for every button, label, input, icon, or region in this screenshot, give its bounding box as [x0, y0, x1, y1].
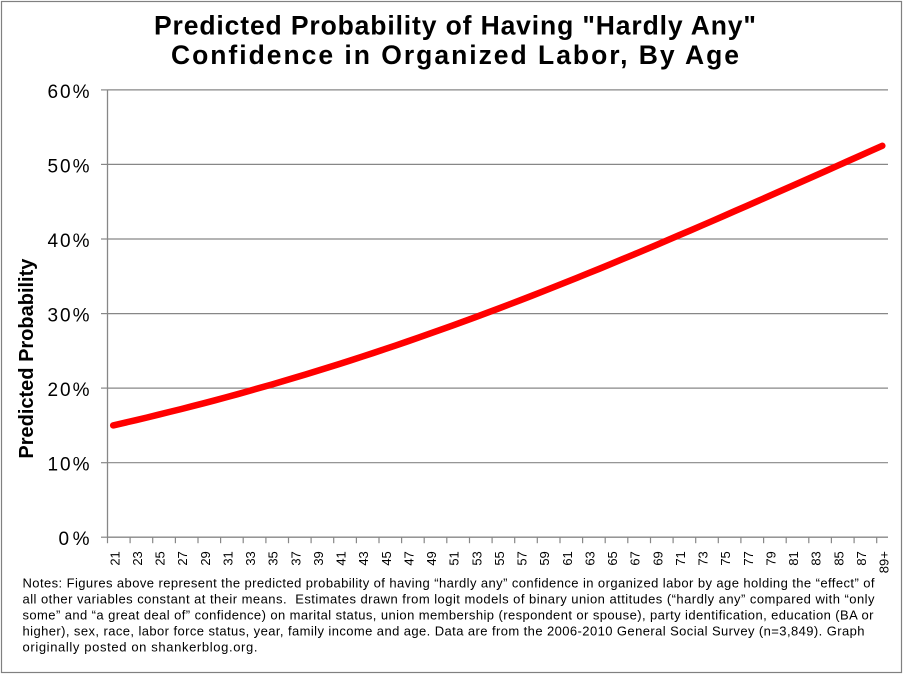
svg-text:75: 75 — [718, 551, 733, 565]
svg-text:50%: 50% — [48, 156, 90, 177]
svg-text:43: 43 — [356, 551, 371, 565]
svg-text:39: 39 — [311, 551, 326, 565]
svg-text:77: 77 — [741, 551, 756, 565]
svg-text:30%: 30% — [48, 306, 90, 327]
svg-text:35: 35 — [266, 551, 281, 565]
svg-text:73: 73 — [696, 551, 711, 565]
svg-text:all other variables constant a: all other variables constant at their me… — [23, 592, 876, 607]
svg-text:some” and “a great deal of” co: some” and “a great deal of” confidence) … — [23, 608, 875, 623]
svg-text:20%: 20% — [48, 380, 90, 401]
svg-text:0%: 0% — [59, 529, 90, 550]
svg-text:63: 63 — [582, 551, 597, 565]
svg-text:originally posted on shankerbl: originally posted on shankerblog.org. — [23, 640, 258, 655]
svg-text:57: 57 — [515, 551, 530, 565]
svg-text:85: 85 — [831, 551, 846, 565]
svg-text:67: 67 — [628, 551, 643, 565]
svg-text:53: 53 — [469, 551, 484, 565]
svg-text:41: 41 — [334, 551, 349, 565]
svg-text:61: 61 — [560, 551, 575, 565]
svg-text:23: 23 — [130, 551, 145, 565]
svg-text:27: 27 — [175, 551, 190, 565]
svg-text:51: 51 — [447, 551, 462, 565]
svg-text:33: 33 — [243, 551, 258, 565]
svg-text:31: 31 — [221, 551, 236, 565]
svg-text:87: 87 — [854, 551, 869, 565]
svg-text:29: 29 — [198, 551, 213, 565]
svg-text:25: 25 — [153, 551, 168, 565]
svg-text:40%: 40% — [48, 231, 90, 252]
svg-text:59: 59 — [537, 551, 552, 565]
svg-text:79: 79 — [763, 551, 778, 565]
svg-text:65: 65 — [605, 551, 620, 565]
svg-text:10%: 10% — [48, 455, 90, 476]
svg-text:81: 81 — [786, 551, 801, 565]
svg-text:69: 69 — [650, 551, 665, 565]
svg-text:49: 49 — [424, 551, 439, 565]
svg-text:71: 71 — [673, 551, 688, 565]
svg-text:89+: 89+ — [877, 551, 892, 573]
svg-text:Confidence in Organized Labor,: Confidence in Organized Labor, By Age — [171, 40, 739, 70]
svg-text:21: 21 — [107, 551, 122, 565]
svg-text:Predicted Probability: Predicted Probability — [16, 258, 38, 459]
svg-text:Predicted Probability of Havin: Predicted Probability of Having "Hardly … — [154, 10, 756, 40]
svg-text:37: 37 — [288, 551, 303, 565]
svg-text:83: 83 — [809, 551, 824, 565]
svg-text:Notes: Figures above represent: Notes: Figures above represent the predi… — [23, 576, 875, 591]
svg-text:45: 45 — [379, 551, 394, 565]
svg-text:55: 55 — [492, 551, 507, 565]
svg-text:47: 47 — [402, 551, 417, 565]
svg-text:60%: 60% — [48, 82, 90, 103]
svg-text:higher), sex, race, labor forc: higher), sex, race, labor force status, … — [23, 624, 865, 639]
